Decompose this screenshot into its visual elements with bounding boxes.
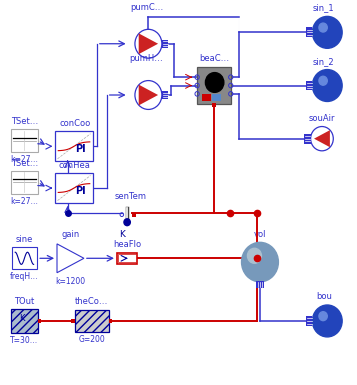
Text: PI: PI (75, 186, 86, 196)
Text: heaFlo: heaFlo (113, 240, 141, 249)
Text: sin_1: sin_1 (313, 3, 335, 13)
Bar (132, 213, 136, 216)
Text: freqH…: freqH… (10, 272, 39, 281)
Text: T=30…: T=30… (10, 336, 39, 345)
Bar (55, 173, 92, 203)
Circle shape (319, 312, 327, 321)
Bar (304, 134, 311, 144)
Polygon shape (314, 130, 330, 147)
Circle shape (319, 23, 327, 32)
Bar (306, 316, 312, 326)
Text: beaC…: beaC… (200, 54, 230, 63)
Bar (212, 94, 221, 101)
Bar (75, 310, 109, 332)
Bar (11, 129, 38, 152)
Polygon shape (57, 244, 84, 273)
Text: souAir: souAir (309, 114, 335, 123)
Text: k=27…: k=27… (10, 197, 39, 206)
Text: K: K (120, 230, 125, 239)
Bar (306, 80, 312, 90)
Bar (118, 254, 136, 263)
Text: sine: sine (16, 235, 33, 244)
Text: conHea: conHea (59, 161, 91, 170)
Text: TOut: TOut (14, 297, 35, 306)
Circle shape (242, 242, 278, 282)
Bar (109, 319, 112, 323)
Polygon shape (139, 85, 158, 105)
Circle shape (312, 305, 342, 337)
Text: G=200: G=200 (78, 335, 105, 345)
Bar (12, 247, 37, 270)
Text: senTem: senTem (115, 192, 147, 201)
Circle shape (124, 219, 130, 226)
Circle shape (247, 248, 261, 263)
Bar (117, 253, 137, 264)
Bar (11, 171, 38, 194)
Text: K: K (19, 314, 24, 323)
Bar (197, 67, 231, 104)
Text: TSet…: TSet… (11, 159, 38, 167)
Text: PI: PI (75, 144, 86, 154)
Circle shape (312, 70, 342, 102)
Bar (11, 309, 38, 333)
Circle shape (319, 76, 327, 85)
Bar (212, 103, 216, 107)
Text: conCoo: conCoo (59, 119, 90, 128)
Text: vol: vol (254, 229, 266, 239)
Text: sin_2: sin_2 (313, 57, 335, 66)
Text: bou: bou (316, 292, 332, 301)
Text: gain: gain (61, 230, 80, 239)
Bar (162, 40, 168, 48)
Bar (162, 91, 168, 99)
Circle shape (312, 17, 342, 48)
Bar (71, 319, 75, 323)
Text: TSet…: TSet… (11, 117, 38, 126)
Text: pumC…: pumC… (130, 3, 163, 12)
Text: k=27…: k=27… (10, 155, 39, 164)
Bar (256, 281, 264, 288)
Bar (202, 94, 211, 101)
Circle shape (205, 73, 224, 92)
Polygon shape (139, 33, 158, 54)
Bar (306, 27, 312, 37)
Bar (55, 131, 92, 161)
Text: pumH…: pumH… (130, 55, 164, 64)
Text: theCo…: theCo… (75, 297, 109, 306)
Text: k=1200: k=1200 (55, 276, 86, 286)
Bar (37, 319, 41, 323)
